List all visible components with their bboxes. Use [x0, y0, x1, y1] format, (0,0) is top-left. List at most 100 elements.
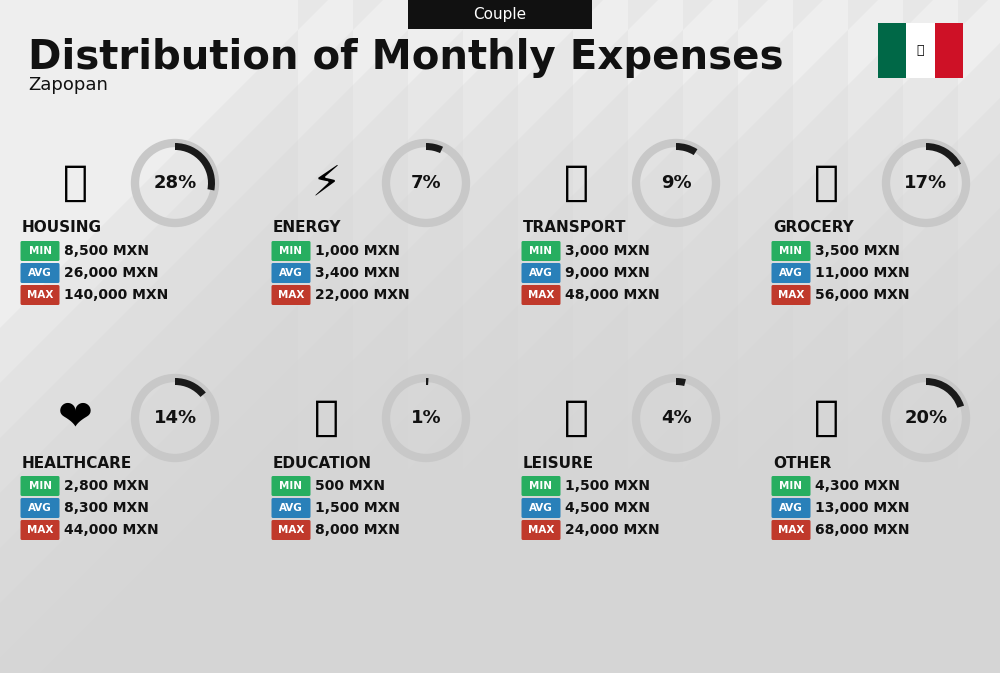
- FancyBboxPatch shape: [20, 241, 60, 261]
- Text: AVG: AVG: [529, 503, 553, 513]
- FancyBboxPatch shape: [772, 498, 810, 518]
- Text: 1,500 MXN: 1,500 MXN: [315, 501, 400, 515]
- Text: HOUSING: HOUSING: [22, 221, 102, 236]
- Text: Distribution of Monthly Expenses: Distribution of Monthly Expenses: [28, 38, 784, 78]
- Text: 28%: 28%: [153, 174, 197, 192]
- Text: 🎓: 🎓: [314, 397, 338, 439]
- Text: AVG: AVG: [779, 268, 803, 278]
- Wedge shape: [676, 143, 697, 155]
- Text: MIN: MIN: [780, 481, 802, 491]
- FancyBboxPatch shape: [408, 0, 592, 29]
- Text: MAX: MAX: [528, 525, 554, 535]
- Text: HEALTHCARE: HEALTHCARE: [22, 456, 132, 470]
- Wedge shape: [426, 378, 429, 385]
- Text: OTHER: OTHER: [773, 456, 831, 470]
- Wedge shape: [926, 143, 961, 167]
- FancyBboxPatch shape: [772, 241, 810, 261]
- Text: MAX: MAX: [778, 525, 804, 535]
- Text: MIN: MIN: [280, 246, 302, 256]
- FancyBboxPatch shape: [522, 285, 560, 305]
- Text: MIN: MIN: [780, 246, 802, 256]
- Text: AVG: AVG: [28, 503, 52, 513]
- FancyBboxPatch shape: [20, 285, 60, 305]
- Text: 9,000 MXN: 9,000 MXN: [565, 266, 650, 280]
- FancyBboxPatch shape: [272, 241, 310, 261]
- Text: ⚡: ⚡: [311, 162, 341, 204]
- Text: 140,000 MXN: 140,000 MXN: [64, 288, 168, 302]
- Text: 44,000 MXN: 44,000 MXN: [64, 523, 159, 537]
- FancyBboxPatch shape: [272, 498, 310, 518]
- Text: 14%: 14%: [153, 409, 197, 427]
- Text: 🛍: 🛍: [564, 397, 588, 439]
- Text: 9%: 9%: [661, 174, 691, 192]
- FancyBboxPatch shape: [522, 476, 560, 496]
- Text: EDUCATION: EDUCATION: [273, 456, 372, 470]
- FancyBboxPatch shape: [20, 520, 60, 540]
- Text: 🦅: 🦅: [917, 44, 924, 57]
- Text: 13,000 MXN: 13,000 MXN: [815, 501, 910, 515]
- FancyBboxPatch shape: [20, 498, 60, 518]
- Text: MAX: MAX: [778, 290, 804, 300]
- Text: 22,000 MXN: 22,000 MXN: [315, 288, 410, 302]
- Text: 20%: 20%: [904, 409, 948, 427]
- Wedge shape: [175, 143, 215, 190]
- Text: ENERGY: ENERGY: [273, 221, 342, 236]
- Text: Zapopan: Zapopan: [28, 76, 108, 94]
- FancyBboxPatch shape: [906, 23, 935, 78]
- Text: MAX: MAX: [278, 290, 304, 300]
- Text: 68,000 MXN: 68,000 MXN: [815, 523, 910, 537]
- Text: 8,500 MXN: 8,500 MXN: [64, 244, 149, 258]
- Text: ❤: ❤: [58, 397, 92, 439]
- Text: 🏢: 🏢: [62, 162, 88, 204]
- Text: AVG: AVG: [529, 268, 553, 278]
- FancyBboxPatch shape: [272, 263, 310, 283]
- Text: MIN: MIN: [530, 481, 552, 491]
- Text: 3,500 MXN: 3,500 MXN: [815, 244, 900, 258]
- Text: MIN: MIN: [530, 246, 552, 256]
- Text: MAX: MAX: [27, 290, 53, 300]
- Text: 48,000 MXN: 48,000 MXN: [565, 288, 660, 302]
- FancyBboxPatch shape: [20, 476, 60, 496]
- Text: 💰: 💰: [814, 397, 838, 439]
- FancyBboxPatch shape: [772, 520, 810, 540]
- Text: MAX: MAX: [278, 525, 304, 535]
- Text: 11,000 MXN: 11,000 MXN: [815, 266, 910, 280]
- Text: 4,500 MXN: 4,500 MXN: [565, 501, 650, 515]
- Text: 🚌: 🚌: [564, 162, 588, 204]
- Text: 24,000 MXN: 24,000 MXN: [565, 523, 660, 537]
- Text: MAX: MAX: [528, 290, 554, 300]
- FancyBboxPatch shape: [522, 520, 560, 540]
- Text: 3,400 MXN: 3,400 MXN: [315, 266, 400, 280]
- Text: MAX: MAX: [27, 525, 53, 535]
- FancyBboxPatch shape: [878, 23, 906, 78]
- FancyBboxPatch shape: [772, 285, 810, 305]
- Text: TRANSPORT: TRANSPORT: [523, 221, 626, 236]
- FancyBboxPatch shape: [522, 241, 560, 261]
- Text: AVG: AVG: [279, 268, 303, 278]
- Text: 1,500 MXN: 1,500 MXN: [565, 479, 650, 493]
- Text: 1,000 MXN: 1,000 MXN: [315, 244, 400, 258]
- Text: AVG: AVG: [28, 268, 52, 278]
- FancyBboxPatch shape: [20, 263, 60, 283]
- Text: 8,000 MXN: 8,000 MXN: [315, 523, 400, 537]
- Text: Couple: Couple: [473, 7, 527, 22]
- Text: 26,000 MXN: 26,000 MXN: [64, 266, 158, 280]
- Wedge shape: [426, 143, 443, 153]
- Text: MIN: MIN: [280, 481, 302, 491]
- Wedge shape: [175, 378, 206, 397]
- Text: LEISURE: LEISURE: [523, 456, 594, 470]
- Text: 7%: 7%: [411, 174, 441, 192]
- Wedge shape: [676, 378, 686, 386]
- Text: 8,300 MXN: 8,300 MXN: [64, 501, 149, 515]
- FancyBboxPatch shape: [935, 23, 963, 78]
- FancyBboxPatch shape: [522, 498, 560, 518]
- FancyBboxPatch shape: [272, 476, 310, 496]
- Text: AVG: AVG: [279, 503, 303, 513]
- Text: 2,800 MXN: 2,800 MXN: [64, 479, 149, 493]
- Wedge shape: [926, 378, 964, 408]
- Text: AVG: AVG: [779, 503, 803, 513]
- Text: GROCERY: GROCERY: [773, 221, 854, 236]
- FancyBboxPatch shape: [772, 263, 810, 283]
- Text: 56,000 MXN: 56,000 MXN: [815, 288, 910, 302]
- Text: MIN: MIN: [28, 481, 52, 491]
